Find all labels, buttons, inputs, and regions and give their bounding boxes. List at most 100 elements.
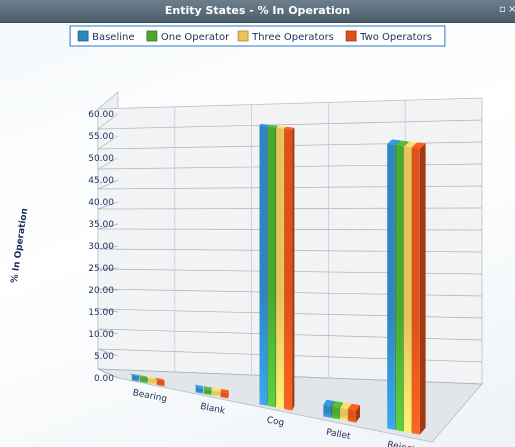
bar-front — [323, 404, 331, 418]
x-axis-ticks: Bearing Blank Cog Pallet Reject — [132, 388, 416, 447]
chart-legend: Baseline One Operator Three Operators Two O… — [69, 25, 446, 47]
chart-grid — [96, 100, 483, 385]
y-tick-label: 50.00 — [88, 154, 114, 164]
bar-top — [348, 403, 360, 411]
bar-top — [155, 377, 165, 382]
bar-front — [403, 146, 412, 434]
gridline-y — [96, 135, 483, 150]
bar — [412, 142, 426, 435]
bar-front — [395, 145, 404, 432]
chart-title: Entity States - % In Operation — [164, 4, 351, 17]
restore-icon[interactable]: ▫ — [499, 4, 506, 15]
gridline-y — [97, 267, 483, 275]
gridline-y — [96, 113, 483, 130]
bar-top — [387, 139, 400, 146]
legend-label: Three Operators — [251, 32, 334, 43]
bar — [259, 123, 269, 406]
y-tick-label: 45.00 — [88, 176, 114, 186]
bar-front — [331, 406, 340, 420]
bar-top — [195, 384, 204, 389]
y-tick-label: 35.00 — [88, 220, 114, 230]
close-icon[interactable]: × — [508, 4, 515, 15]
gridline-y — [97, 157, 483, 170]
bar — [276, 125, 286, 409]
x-category-label: Reject — [386, 440, 416, 447]
bar-side — [228, 390, 229, 399]
y-tick-label: 25.00 — [88, 264, 114, 274]
bar — [155, 377, 165, 387]
bar — [220, 389, 229, 399]
bar-side — [292, 127, 295, 411]
y-tick-label: 15.00 — [88, 308, 114, 318]
bar-top — [395, 140, 409, 147]
bar-top — [267, 124, 278, 128]
bar-front — [267, 126, 276, 408]
gridline-y — [97, 245, 483, 253]
y-tick-label: 30.00 — [88, 242, 114, 252]
bar-top — [129, 373, 140, 377]
bar — [203, 386, 212, 396]
legend-label: Baseline — [92, 32, 134, 43]
y-axis-label: % In Operation — [10, 208, 30, 284]
bar-front — [212, 390, 220, 397]
y-axis-ticks: 0.00 5.00 10.00 15.00 20.00 25.00 30.00 35.00 40… — [88, 110, 114, 384]
bar — [129, 373, 140, 382]
bar-side — [355, 405, 360, 423]
y-tick-label: 10.00 — [88, 330, 114, 340]
x-category-label: Blank — [199, 402, 226, 417]
bar-front — [284, 128, 293, 411]
bar-front — [412, 147, 420, 435]
bar — [284, 126, 295, 411]
bar-top — [203, 386, 212, 391]
legend-swatch — [237, 30, 249, 42]
chart-bars — [129, 123, 426, 435]
chart-area: Baseline One Operator Three Operators Two O… — [10, 25, 483, 447]
bar-front — [204, 389, 212, 396]
bar-front — [220, 392, 229, 399]
bar-top — [138, 375, 148, 378]
x-category-label: Pallet — [325, 428, 352, 443]
legend-swatch — [345, 30, 357, 42]
bar-front — [348, 409, 356, 423]
bar — [195, 384, 204, 394]
gridline-y — [97, 308, 483, 319]
gridline-y — [97, 179, 483, 190]
bar-top — [412, 142, 426, 149]
bar-top — [220, 389, 229, 394]
legend-swatch — [146, 30, 158, 42]
bar-front — [140, 376, 148, 384]
bar-top — [276, 125, 286, 129]
bar-front — [276, 127, 284, 409]
bar-top — [259, 123, 269, 127]
y-tick-label: 60.00 — [88, 110, 114, 120]
bar-front — [195, 387, 204, 394]
bar-top — [331, 401, 343, 408]
bar-front — [156, 379, 165, 387]
x-category-label: Cog — [266, 415, 285, 428]
gridline-y — [97, 288, 483, 297]
bar — [138, 375, 148, 384]
bar-top — [403, 141, 417, 148]
gridline-y — [97, 201, 483, 210]
y-tick-label: 0.00 — [94, 374, 114, 384]
y-tick-label: 20.00 — [88, 286, 114, 296]
bar — [348, 403, 360, 423]
bar-front — [259, 125, 268, 406]
bar-top — [340, 402, 352, 410]
bar-side — [419, 143, 426, 435]
bar-top — [212, 387, 221, 392]
gridline-y — [97, 368, 483, 385]
y-tick-label: 55.00 — [88, 132, 114, 142]
y-tick-label: 40.00 — [88, 198, 114, 208]
bar-top — [284, 126, 295, 130]
gridline-y — [97, 328, 483, 341]
bar — [267, 124, 278, 408]
legend-label: One Operator — [161, 32, 230, 43]
bar — [146, 376, 157, 385]
gridline-y — [97, 223, 483, 231]
gridline-y — [97, 348, 483, 363]
bar-front — [148, 378, 157, 385]
legend-label: Two Operators — [359, 32, 432, 43]
bar-top — [146, 376, 157, 380]
bar-front — [131, 375, 140, 382]
